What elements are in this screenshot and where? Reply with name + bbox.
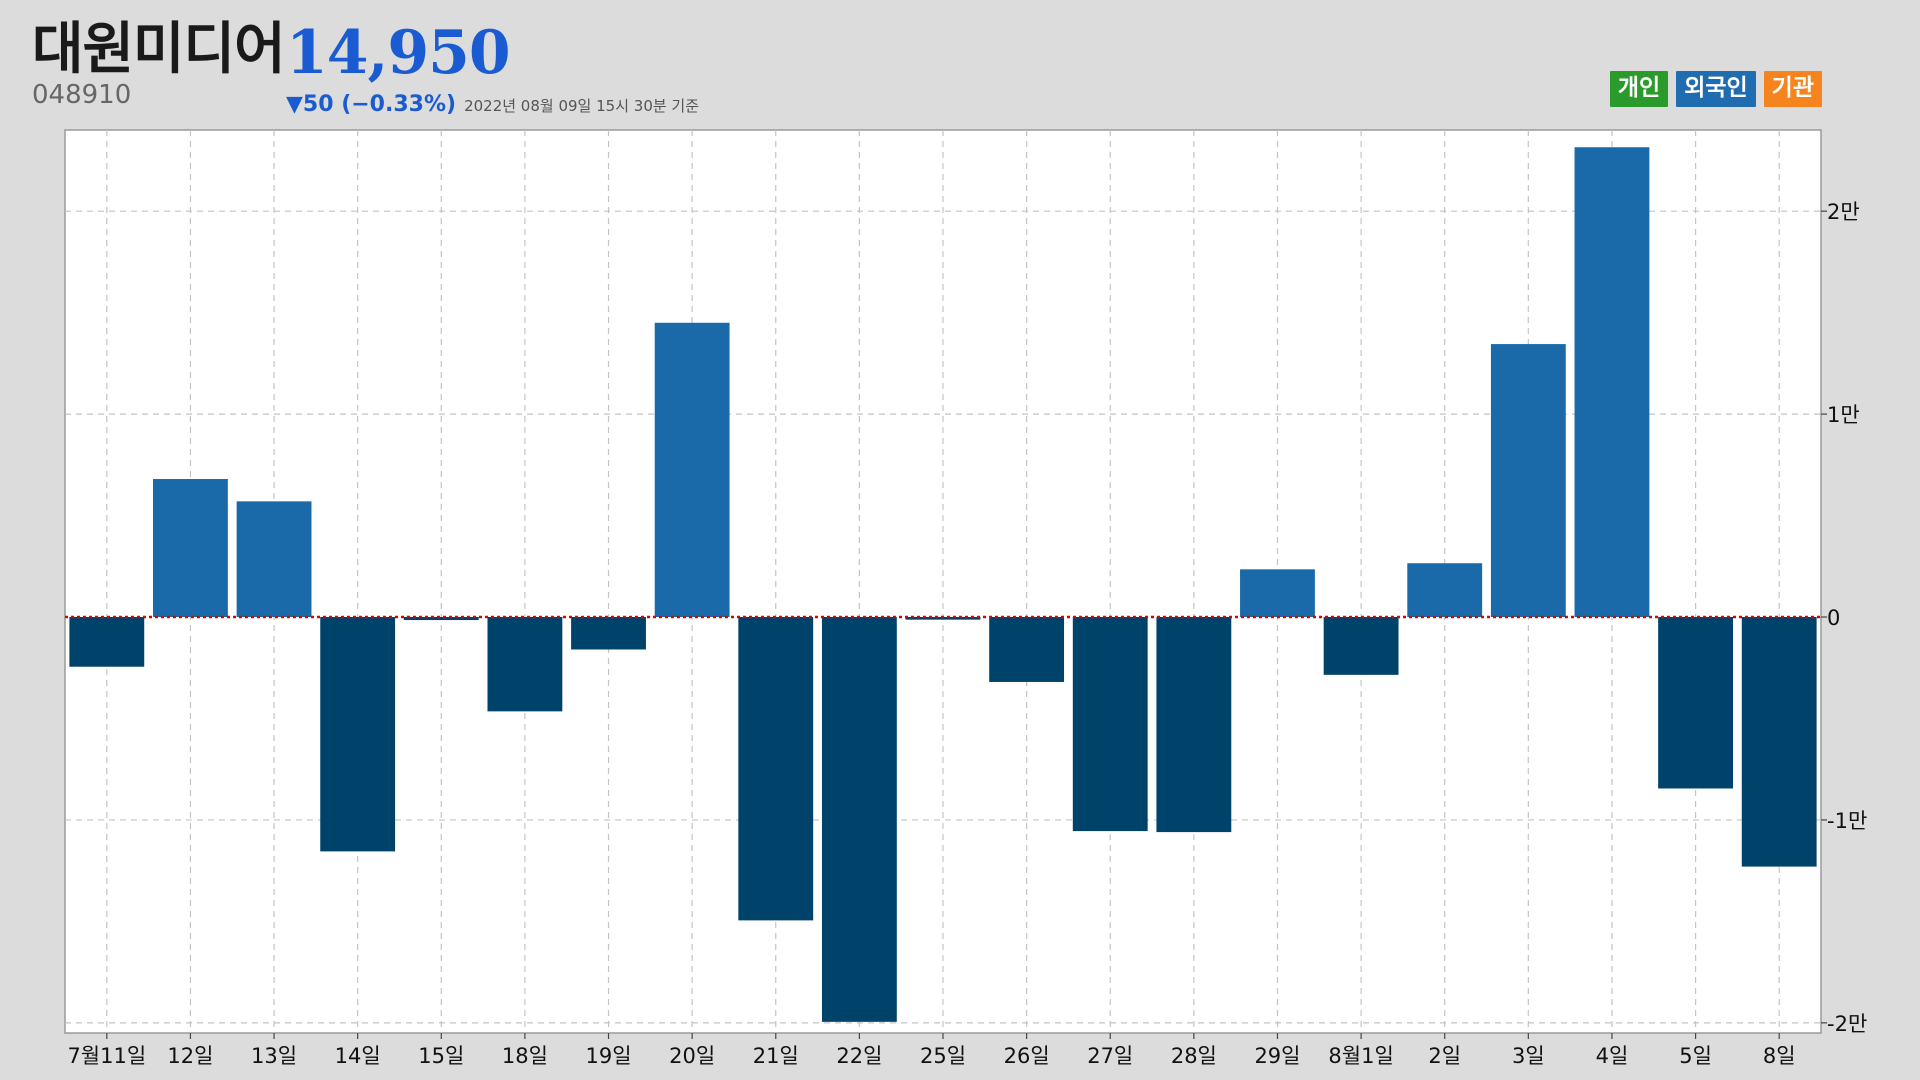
bar-3 bbox=[236, 501, 312, 618]
stock-price: 14,950 bbox=[286, 18, 511, 88]
bar-12 bbox=[989, 617, 1065, 682]
x-tick-label: 20일 bbox=[669, 1044, 715, 1068]
bar-10 bbox=[821, 617, 897, 1022]
bar-16 bbox=[1323, 617, 1399, 675]
bar-19 bbox=[1574, 147, 1650, 618]
x-tick-label: 19일 bbox=[586, 1044, 632, 1068]
as-of-timestamp: 2022년 08월 09일 15시 30분 기준 bbox=[464, 97, 700, 115]
legend-individual[interactable]: 개인 bbox=[1609, 71, 1669, 107]
x-tick-label: 28일 bbox=[1171, 1044, 1217, 1068]
bar-1 bbox=[69, 617, 145, 667]
x-tick-label: 13일 bbox=[251, 1044, 297, 1068]
x-tick-label: 14일 bbox=[335, 1044, 381, 1068]
x-tick-label: 15일 bbox=[418, 1044, 464, 1068]
y-tick-label: 1만 bbox=[1827, 403, 1860, 427]
legend: 개인 외국인 기관 bbox=[1609, 71, 1822, 107]
bar-7 bbox=[571, 617, 646, 650]
x-tick-label: 27일 bbox=[1087, 1044, 1133, 1068]
bar-15 bbox=[1240, 569, 1315, 618]
legend-foreign[interactable]: 외국인 bbox=[1676, 71, 1756, 107]
bar-11 bbox=[905, 617, 981, 620]
x-tick-label: 29일 bbox=[1254, 1044, 1300, 1068]
x-tick-label: 7월11일 bbox=[67, 1044, 146, 1068]
x-tick-label: 12일 bbox=[167, 1044, 213, 1068]
x-tick-label: 21일 bbox=[753, 1044, 799, 1068]
x-axis-ticks: 7월11일 12일 13일 14일 15일 18일 19일 20일 21일 22일 25일 26일 27… bbox=[67, 1033, 1796, 1068]
bar-18 bbox=[1490, 344, 1566, 618]
x-tick-label: 5일 bbox=[1679, 1044, 1712, 1068]
bar-14 bbox=[1156, 617, 1232, 833]
bar-17 bbox=[1407, 563, 1483, 618]
bar-20 bbox=[1658, 617, 1733, 789]
price-change: ▼50 (−0.33%) bbox=[286, 92, 457, 117]
y-axis-ticks: 2만 1만 0 -1만 -2만 bbox=[1821, 200, 1867, 1036]
x-tick-label: 3일 bbox=[1512, 1044, 1545, 1068]
y-tick-label: 0 bbox=[1827, 606, 1840, 630]
x-tick-label: 22일 bbox=[836, 1044, 882, 1068]
x-tick-label: 26일 bbox=[1004, 1044, 1050, 1068]
y-tick-label: 2만 bbox=[1827, 200, 1860, 224]
bar-8 bbox=[654, 322, 730, 618]
x-tick-label: 8월1일 bbox=[1328, 1044, 1393, 1068]
bar-9 bbox=[738, 617, 814, 921]
bar-4 bbox=[320, 617, 396, 852]
x-tick-label: 25일 bbox=[920, 1044, 966, 1068]
x-tick-label: 8일 bbox=[1763, 1044, 1796, 1068]
x-tick-label: 2일 bbox=[1428, 1044, 1461, 1068]
stock-name: 대원미디어 bbox=[32, 17, 286, 82]
bar-21 bbox=[1741, 617, 1817, 867]
bar-2 bbox=[153, 479, 228, 618]
x-tick-label: 4일 bbox=[1596, 1044, 1629, 1068]
bars bbox=[69, 147, 1817, 1022]
x-tick-label: 18일 bbox=[502, 1044, 548, 1068]
y-tick-label: -2만 bbox=[1827, 1012, 1867, 1036]
stock-code: 048910 bbox=[32, 80, 132, 110]
y-tick-label: -1만 bbox=[1827, 809, 1867, 833]
bar-6 bbox=[487, 617, 563, 712]
bar-13 bbox=[1072, 617, 1148, 832]
bar-5 bbox=[403, 617, 479, 621]
legend-institution[interactable]: 기관 bbox=[1763, 71, 1822, 107]
price-change-row: ▼50 (−0.33%) 2022년 08월 09일 15시 30분 기준 bbox=[286, 92, 699, 117]
